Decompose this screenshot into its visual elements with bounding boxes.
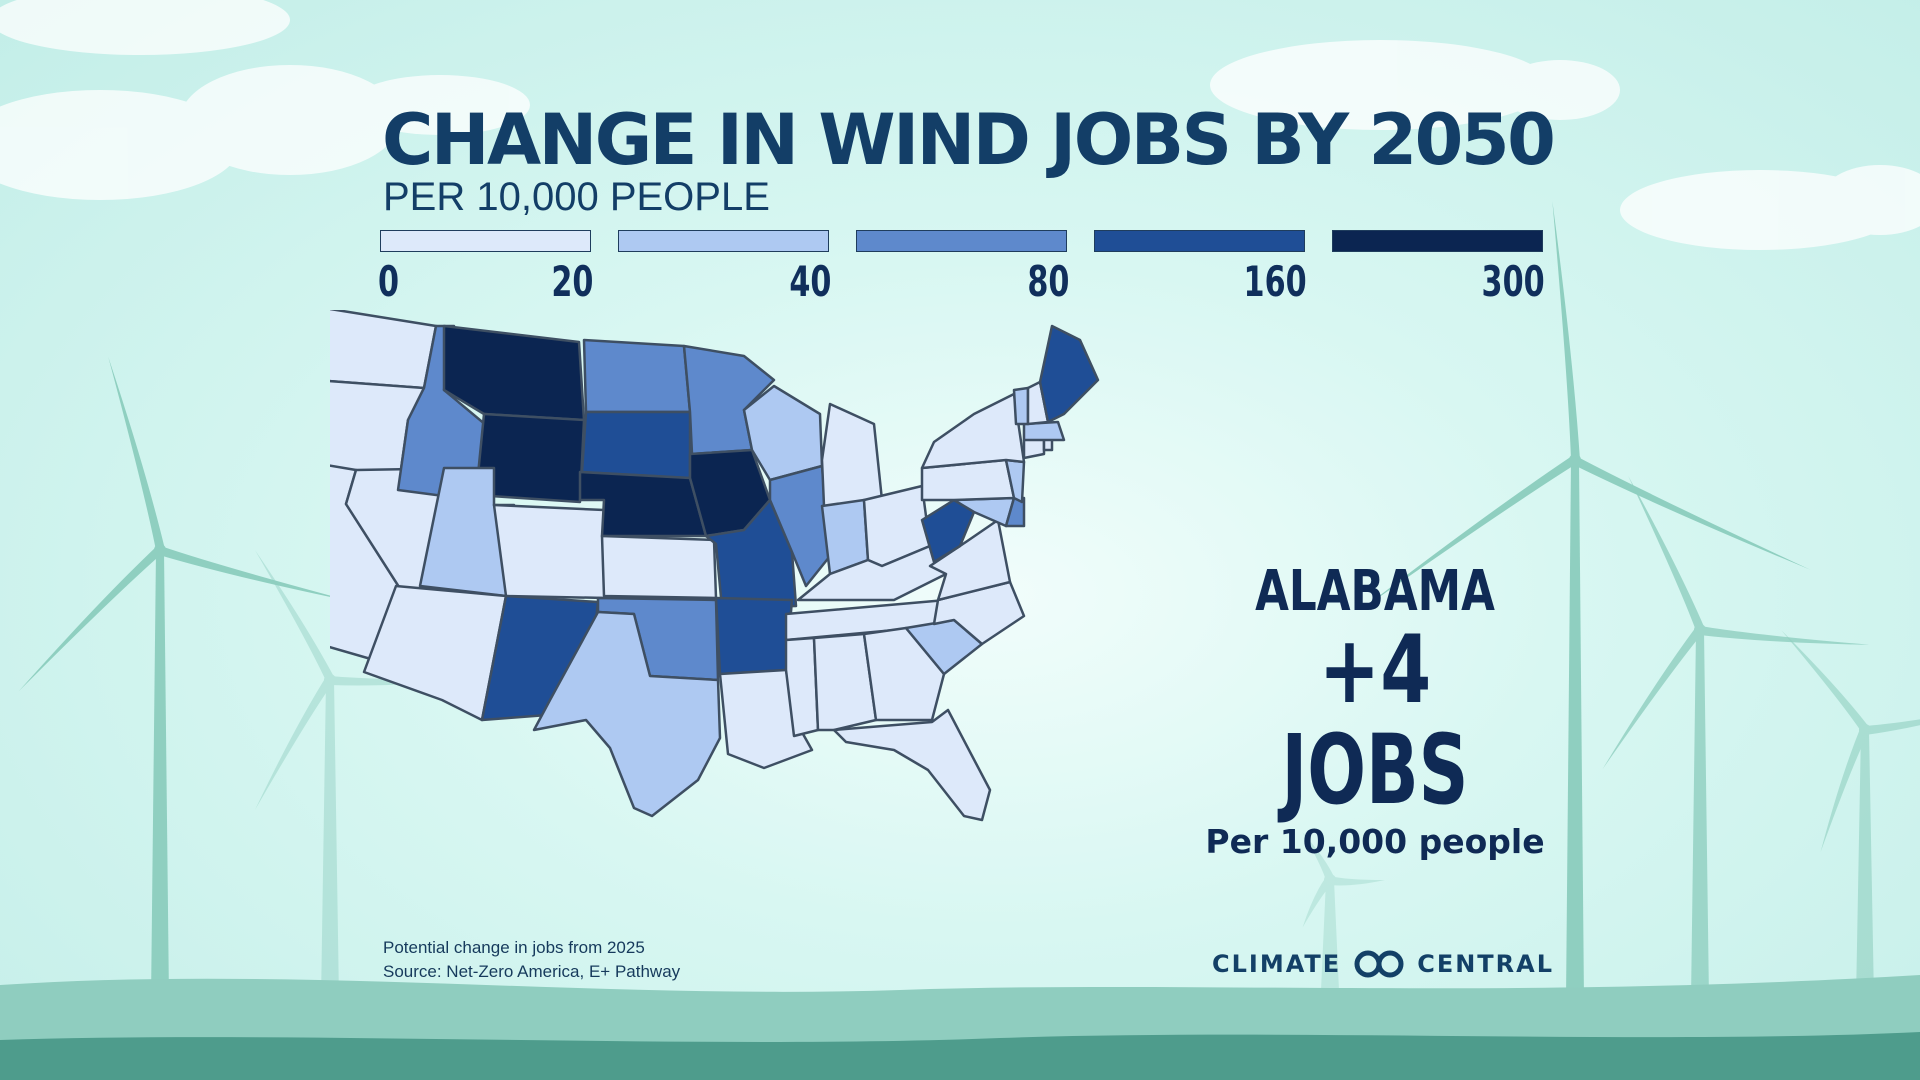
state-mo: [704, 498, 798, 610]
legend-bin-160-300: 300: [1332, 230, 1545, 310]
footnote-line-1: Potential change in jobs from 2025: [383, 938, 645, 957]
state-co: [492, 503, 608, 600]
page-title: CHANGE IN WIND JOBS BY 2050: [382, 99, 1556, 181]
color-legend: 0 20 40 80 160 300: [378, 230, 1545, 310]
brand-text-right: CENTRAL: [1417, 950, 1555, 978]
state-wa: [330, 310, 438, 390]
legend-label-end: 20: [550, 257, 593, 306]
state-nd: [582, 338, 692, 414]
wind-turbine-icon: [1781, 630, 1920, 1000]
wind-turbine-icon: [18, 356, 354, 1000]
legend-swatch: [618, 230, 829, 252]
callout-state-name: ALABAMA: [1255, 559, 1495, 624]
state-ms: [784, 636, 820, 738]
callout-value: +4: [1318, 616, 1432, 725]
footnote: Potential change in jobs from 2025 Sourc…: [383, 936, 680, 984]
brand-text-left: CLIMATE: [1212, 950, 1342, 978]
front-hill: [0, 1032, 1920, 1080]
state-wv: [920, 498, 976, 564]
climate-central-logo-icon: [1354, 950, 1404, 978]
state-ny: [920, 392, 1026, 470]
state-callout: ALABAMA +4 JOBS Per 10,000 people: [1190, 560, 1560, 862]
legend-swatch: [380, 230, 591, 252]
us-choropleth-map: [330, 310, 1100, 822]
source-line: Source: Net-Zero America, E+ Pathway: [383, 962, 681, 981]
state-az: [362, 584, 508, 722]
legend-swatch: [1094, 230, 1305, 252]
callout-unit: JOBS: [1281, 714, 1469, 826]
legend-bin-80-160: 160: [1094, 230, 1307, 310]
state-ks: [600, 534, 718, 600]
legend-bin-20-40: 40: [618, 230, 831, 310]
legend-swatch: [1332, 230, 1543, 252]
state-ar: [714, 596, 794, 676]
state-sd: [580, 410, 692, 480]
legend-label: 80: [1026, 257, 1069, 306]
state-mi: [820, 402, 884, 508]
wind-turbine-icon: [1302, 832, 1385, 990]
state-fl: [832, 708, 992, 822]
page-subtitle: PER 10,000 PEOPLE: [383, 175, 770, 219]
clouds: [0, 0, 1920, 250]
state-tx: [532, 610, 722, 818]
legend-label-start: 0: [378, 257, 400, 306]
callout-per: Per 10,000 people: [1205, 822, 1545, 861]
legend-label: 160: [1243, 257, 1307, 306]
state-al: [812, 632, 878, 732]
legend-bin-40-80: 80: [856, 230, 1069, 310]
legend-swatch: [856, 230, 1067, 252]
legend-label: 300: [1481, 257, 1545, 306]
legend-label: 40: [788, 257, 831, 306]
state-vt: [1012, 386, 1030, 426]
legend-bin-0-20: 0 20: [378, 230, 593, 310]
wind-turbine-icon: [1602, 475, 1870, 1000]
brand-logo: CLIMATE CENTRAL: [1212, 948, 1554, 980]
state-ky: [796, 544, 948, 602]
state-me: [1038, 324, 1100, 424]
